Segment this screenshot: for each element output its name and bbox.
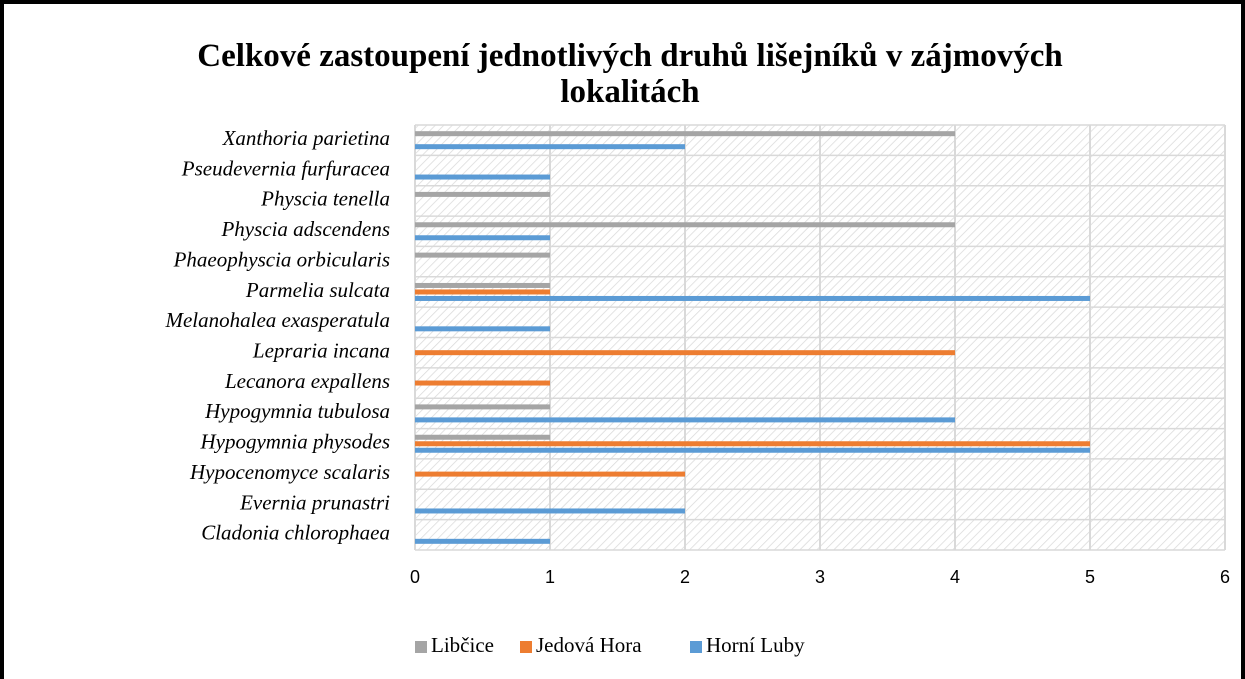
bar [415, 326, 550, 332]
y-tick-label: Parmelia sulcata [245, 278, 390, 302]
bar [415, 380, 550, 386]
bar [415, 508, 685, 514]
bar [415, 447, 1090, 453]
y-tick-label: Pseudevernia furfuracea [181, 156, 390, 180]
bar [415, 295, 1090, 301]
bar [415, 441, 1090, 447]
bar [415, 282, 550, 288]
legend-swatch [690, 641, 702, 653]
x-tick-label: 0 [410, 567, 420, 587]
bar [415, 404, 550, 410]
bar [415, 434, 550, 440]
y-tick-label: Hypogymnia tubulosa [204, 399, 390, 423]
bar [415, 191, 550, 197]
chart-title: Celkové zastoupení jednotlivých druhů li… [197, 38, 1063, 110]
legend-label: Libčice [431, 633, 494, 657]
bar [415, 471, 685, 477]
y-tick-label: Cladonia chlorophaea [201, 521, 390, 545]
y-tick-label: Phaeophyscia orbicularis [173, 247, 390, 271]
bar [415, 174, 550, 180]
bar [415, 417, 955, 423]
x-tick-label: 3 [815, 567, 825, 587]
y-tick-label: Hypocenomyce scalaris [189, 460, 390, 484]
x-tick-label: 5 [1085, 567, 1095, 587]
bar [415, 350, 955, 356]
x-tick-label: 1 [545, 567, 555, 587]
bar [415, 252, 550, 258]
legend-swatch [415, 641, 427, 653]
y-tick-label: Xanthoria parietina [222, 126, 390, 150]
y-tick-label: Lepraria incana [252, 338, 390, 362]
x-tick-label: 2 [680, 567, 690, 587]
y-tick-label: Hypogymnia physodes [199, 430, 390, 454]
x-tick-label: 4 [950, 567, 960, 587]
x-tick-label: 6 [1220, 567, 1230, 587]
bar [415, 538, 550, 544]
bar [415, 222, 955, 228]
bar [415, 131, 955, 137]
y-tick-label: Physcia adscendens [220, 217, 390, 241]
bar [415, 289, 550, 295]
y-tick-label: Physcia tenella [260, 187, 390, 211]
legend-label: Horní Luby [706, 633, 805, 657]
y-tick-label: Evernia prunastri [239, 490, 390, 514]
y-tick-label: Lecanora expallens [224, 369, 390, 393]
y-tick-label: Melanohalea exasperatula [164, 308, 390, 332]
legend-swatch [520, 641, 532, 653]
legend-label: Jedová Hora [536, 633, 642, 657]
bar [415, 144, 685, 150]
bar [415, 235, 550, 241]
